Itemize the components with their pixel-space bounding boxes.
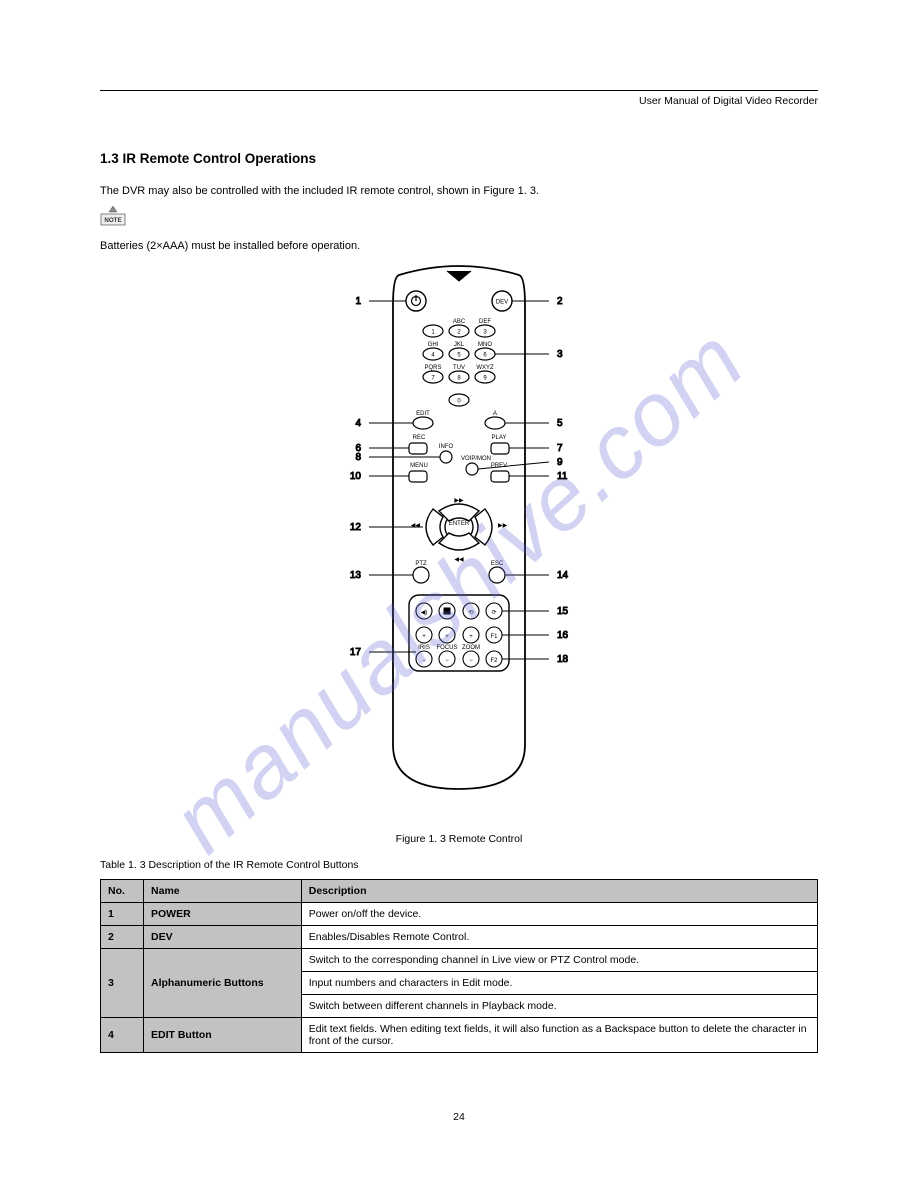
svg-text:11: 11 bbox=[557, 471, 568, 482]
svg-text:DEV: DEV bbox=[496, 299, 508, 305]
svg-text:PQRS: PQRS bbox=[424, 365, 441, 371]
table-row: 2DEVEnables/Disables Remote Control. bbox=[101, 925, 818, 948]
svg-text:−: − bbox=[445, 658, 449, 664]
svg-text:12: 12 bbox=[350, 522, 362, 533]
svg-text:ESC: ESC bbox=[491, 561, 504, 567]
svg-text:9: 9 bbox=[557, 457, 563, 468]
svg-text:▶▶: ▶▶ bbox=[498, 523, 508, 529]
table-row: 3Alphanumeric ButtonsSwitch to the corre… bbox=[101, 948, 818, 971]
svg-text:+: + bbox=[445, 634, 449, 640]
svg-text:A: A bbox=[493, 411, 497, 417]
svg-text:PTZ: PTZ bbox=[415, 561, 427, 567]
svg-text:ENTER: ENTER bbox=[449, 521, 470, 527]
svg-text:15: 15 bbox=[557, 606, 569, 617]
svg-text:FOCUS: FOCUS bbox=[437, 645, 458, 651]
svg-text:⟳: ⟳ bbox=[491, 610, 496, 616]
svg-text:JKL: JKL bbox=[454, 342, 465, 348]
table-caption: Table 1. 3 Description of the IR Remote … bbox=[100, 859, 818, 871]
svg-text:13: 13 bbox=[350, 570, 362, 581]
svg-text:14: 14 bbox=[557, 570, 569, 581]
svg-text:17: 17 bbox=[350, 647, 362, 658]
table-row: 1POWERPower on/off the device. bbox=[101, 902, 818, 925]
note-icon: NOTE bbox=[100, 204, 126, 228]
button-table: No. Name Description 1POWERPower on/off … bbox=[100, 879, 818, 1053]
svg-text:ABC: ABC bbox=[453, 319, 466, 325]
svg-text:DEF: DEF bbox=[479, 319, 491, 325]
svg-text:PLAY: PLAY bbox=[492, 435, 507, 441]
svg-text:−: − bbox=[469, 658, 473, 664]
svg-text:ZOOM: ZOOM bbox=[462, 645, 480, 651]
intro-text: The DVR may also be controlled with the … bbox=[100, 184, 818, 200]
svg-text:◀): ◀) bbox=[421, 610, 428, 616]
th-no: No. bbox=[101, 879, 144, 902]
svg-text:3: 3 bbox=[557, 349, 563, 360]
svg-text:1: 1 bbox=[355, 296, 361, 307]
svg-text:VOIP/MON: VOIP/MON bbox=[461, 456, 491, 462]
svg-text:5: 5 bbox=[557, 418, 563, 429]
svg-text:+: + bbox=[422, 634, 426, 640]
svg-text:◀◀: ◀◀ bbox=[454, 557, 464, 563]
figure-caption: Figure 1. 3 Remote Control bbox=[100, 833, 818, 845]
svg-text:+: + bbox=[469, 634, 473, 640]
svg-text:MENU: MENU bbox=[410, 463, 428, 469]
svg-text:−: − bbox=[422, 658, 426, 664]
section-title: 1.3 IR Remote Control Operations bbox=[100, 151, 818, 166]
table-row: 4EDIT ButtonEdit text fields. When editi… bbox=[101, 1017, 818, 1052]
svg-text:NOTE: NOTE bbox=[104, 217, 121, 224]
svg-text:2: 2 bbox=[557, 296, 563, 307]
note-text: Batteries (2×AAA) must be installed befo… bbox=[100, 239, 818, 255]
svg-text:16: 16 bbox=[557, 630, 569, 641]
page-number: 24 bbox=[100, 1111, 818, 1123]
svg-text:TUV: TUV bbox=[453, 365, 465, 371]
svg-text:REC: REC bbox=[413, 435, 426, 441]
svg-text:EDIT: EDIT bbox=[416, 411, 430, 417]
svg-text:10: 10 bbox=[350, 471, 362, 482]
remote-diagram: DEV ABC DEF GHI JKL MNO PQRS TUV WXYZ 1 bbox=[100, 257, 818, 817]
page: User Manual of Digital Video Recorder 1.… bbox=[0, 0, 918, 1183]
header-rule bbox=[100, 90, 818, 91]
svg-text:MNO: MNO bbox=[478, 342, 492, 348]
th-desc: Description bbox=[301, 879, 817, 902]
svg-text:F2: F2 bbox=[490, 658, 498, 664]
svg-text:18: 18 bbox=[557, 654, 569, 665]
svg-text:8: 8 bbox=[355, 452, 361, 463]
page-header: User Manual of Digital Video Recorder bbox=[100, 95, 818, 107]
svg-text:◀◀: ◀◀ bbox=[411, 523, 421, 529]
svg-text:4: 4 bbox=[355, 418, 361, 429]
svg-text:GHI: GHI bbox=[428, 342, 439, 348]
svg-text:WXYZ: WXYZ bbox=[476, 365, 494, 371]
svg-text:▶▶: ▶▶ bbox=[454, 498, 464, 504]
svg-text:⟲: ⟲ bbox=[468, 610, 473, 616]
svg-text:7: 7 bbox=[557, 443, 563, 454]
svg-text:F1: F1 bbox=[490, 634, 498, 640]
svg-text:IRIS: IRIS bbox=[418, 645, 430, 651]
th-name: Name bbox=[144, 879, 302, 902]
svg-text:INFO: INFO bbox=[439, 444, 454, 450]
